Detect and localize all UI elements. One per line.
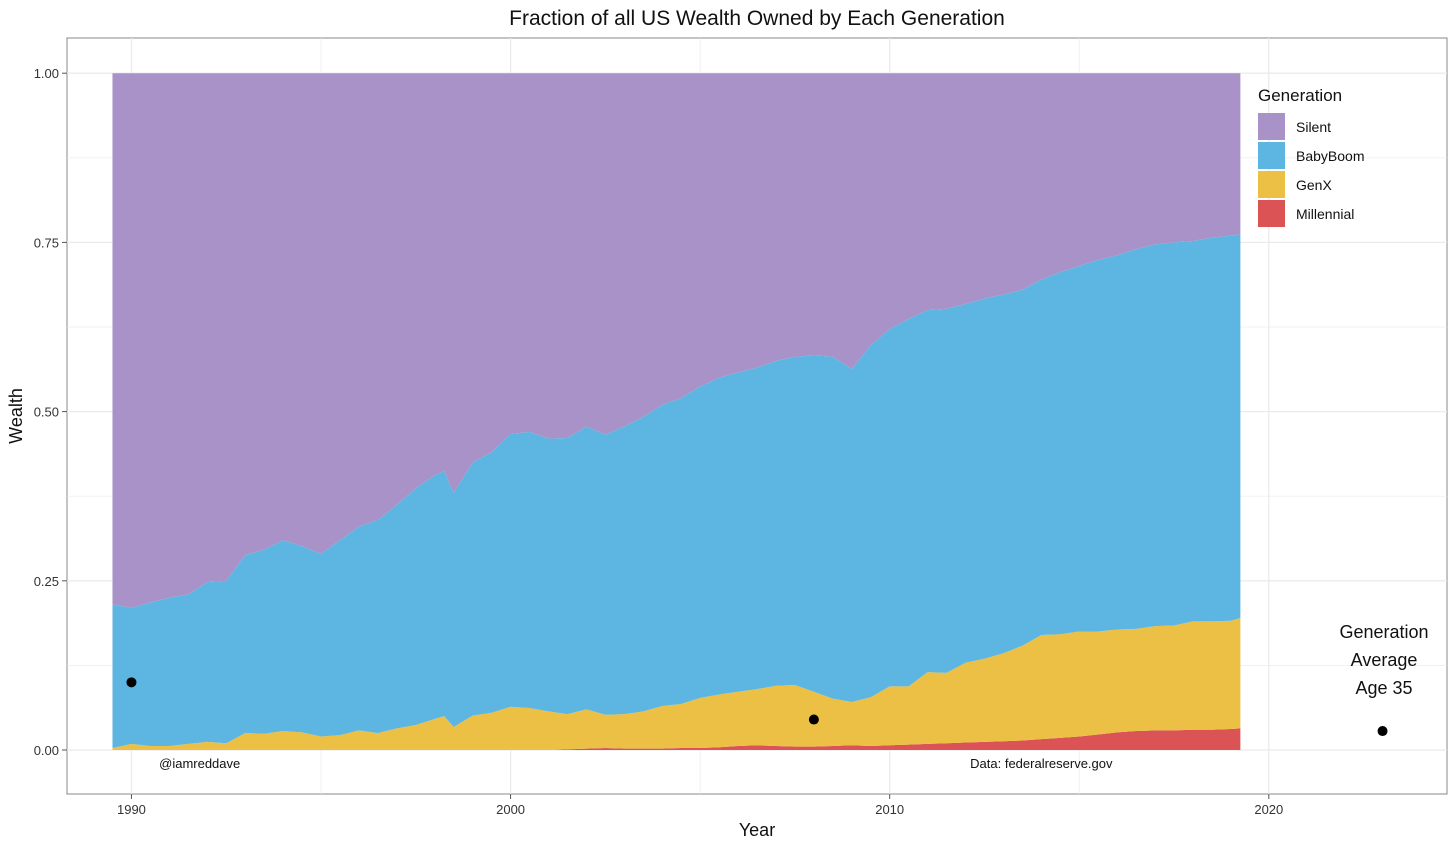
- legend-swatch-babyboom: [1258, 142, 1285, 169]
- legend-label-babyboom: BabyBoom: [1296, 148, 1364, 164]
- x-tick-label: 2000: [496, 802, 525, 817]
- side-note-line-3: Age 35: [1355, 678, 1412, 698]
- legend-swatch-genx: [1258, 171, 1285, 198]
- side-note-line-1: Generation: [1339, 622, 1428, 642]
- stacked-areas: [112, 73, 1241, 751]
- area-babyboom: [112, 234, 1241, 748]
- point-3: [1377, 726, 1388, 737]
- legend-label-genx: GenX: [1296, 177, 1332, 193]
- legend: Generation Silent BabyBoom GenX Millennial: [1258, 86, 1364, 227]
- legend-label-silent: Silent: [1296, 119, 1331, 135]
- generation-average-note: Generation Average Age 35: [1339, 622, 1428, 698]
- area-silent: [112, 73, 1241, 608]
- x-axis-title: Year: [739, 820, 775, 840]
- legend-swatch-silent: [1258, 113, 1285, 140]
- legend-swatch-millennial: [1258, 200, 1285, 227]
- area-millennial: [112, 728, 1241, 751]
- x-tick-label: 2020: [1254, 802, 1283, 817]
- point-2: [808, 714, 819, 725]
- y-tick-label: 0.75: [34, 235, 59, 250]
- y-tick-label: 0.00: [34, 743, 59, 758]
- side-note-line-2: Average: [1351, 650, 1418, 670]
- y-axis-ticks: 0.00 0.25 0.50 0.75 1.00: [34, 66, 67, 758]
- annotation-2: Data: federalreserve.gov: [970, 756, 1113, 771]
- y-axis-title: Wealth: [6, 388, 26, 444]
- legend-items: Silent BabyBoom GenX Millennial: [1258, 113, 1364, 227]
- x-tick-label: 1990: [117, 802, 146, 817]
- legend-label-millennial: Millennial: [1296, 206, 1354, 222]
- x-tick-label: 2010: [875, 802, 904, 817]
- annotation-1: @iamreddave: [159, 756, 240, 771]
- y-tick-label: 1.00: [34, 66, 59, 81]
- annotations: @iamreddave Data: federalreserve.gov: [159, 756, 1113, 771]
- points: [126, 677, 1388, 737]
- x-axis-ticks: 1990 2000 2010 2020: [117, 794, 1283, 817]
- point-1: [126, 677, 137, 688]
- legend-title: Generation: [1258, 86, 1342, 105]
- y-tick-label: 0.50: [34, 405, 59, 420]
- y-tick-label: 0.25: [34, 574, 59, 589]
- chart-title: Fraction of all US Wealth Owned by Each …: [509, 7, 1005, 30]
- area-genx: [112, 618, 1241, 751]
